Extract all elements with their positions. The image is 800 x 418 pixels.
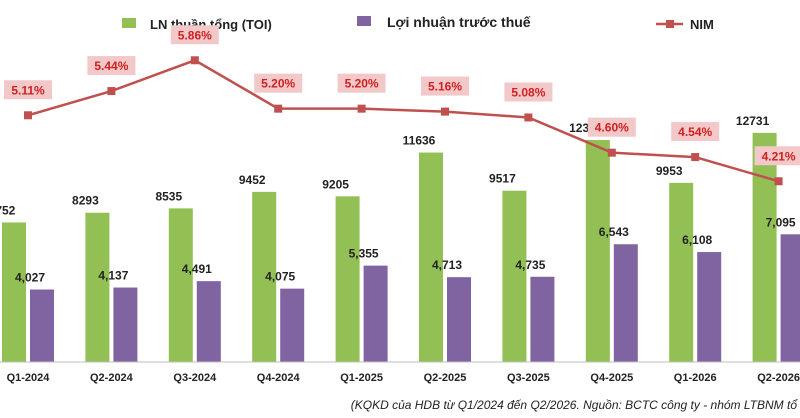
x-tick-label: Q3-2025	[507, 372, 550, 384]
bar-toi-label: 8535	[155, 189, 182, 203]
bar-pbt-label: 4,713	[432, 258, 462, 272]
legend-swatch-pbt	[357, 16, 371, 26]
bar-pbt-label: 4,491	[182, 262, 212, 276]
bar-pbt	[113, 287, 138, 362]
legend-marker-nim	[666, 20, 674, 28]
nim-label-box	[87, 56, 136, 76]
x-tick-label: Q2-2025	[424, 372, 467, 384]
nim-label-box	[671, 122, 720, 142]
bar-pbt-label: 5,355	[349, 247, 379, 261]
bar-toi	[252, 191, 277, 362]
nim-label-box	[754, 146, 800, 166]
bar-toi	[335, 196, 360, 362]
x-tick-label: Q1-2025	[340, 372, 383, 384]
nim-point	[274, 104, 283, 113]
nim-layer: 5.11% 5.44% 5.86% 5.20% 5.20% 5.16% 5.08% 4.60%…	[4, 25, 800, 186]
bar-toi-label: 9953	[656, 164, 683, 178]
bar-pbt-label: 6,543	[599, 225, 629, 239]
bars-layer: 7752 4,027 8293 4,137 8535 4,491 9452 4,075 9205…	[0, 114, 800, 362]
bar-pbt-label: 4,735	[515, 258, 545, 272]
bar-toi	[585, 139, 610, 362]
source-note: (KQKD của HDB từ Q1/2024 đến Q2/2026. Ng…	[351, 398, 799, 412]
legend-label-pbt: Lợi nhuận trước thuế	[387, 14, 531, 30]
nim-label-box	[504, 82, 553, 102]
x-axis: Q1-2024 Q2-2024 Q3-2024 Q4-2024 Q1-2025 Q2-20…	[0, 361, 800, 384]
bar-pbt	[363, 265, 388, 362]
bar-toi	[502, 190, 527, 362]
bar-pbt	[613, 244, 638, 362]
nim-point	[691, 153, 700, 162]
bar-toi-label: 11636	[403, 134, 436, 148]
nim-label: 5.20%	[261, 77, 295, 91]
bar-toi	[2, 222, 26, 362]
bar-toi-label: 12731	[736, 114, 770, 128]
bar-pbt	[447, 277, 471, 362]
nim-label: 5.08%	[511, 85, 545, 99]
nim-label-box	[421, 76, 469, 96]
nim-point	[441, 107, 449, 116]
nim-label-box	[337, 73, 386, 93]
legend-swatch-toi	[122, 18, 136, 28]
bar-toi	[669, 182, 694, 362]
legend: LN thuần tổng (TOI) Lợi nhuận trước thuế…	[122, 14, 714, 32]
bar-pbt	[30, 289, 54, 362]
bar-pbt	[196, 281, 221, 362]
nim-label: 5.16%	[428, 80, 462, 94]
nim-point	[107, 87, 116, 96]
bar-pbt-label: 7,095	[766, 215, 796, 229]
x-tick-label: Q2-2026	[757, 372, 800, 384]
bar-pbt-label: 6,108	[682, 233, 712, 247]
nim-label: 4.21%	[762, 149, 796, 163]
nim-label-box	[170, 25, 219, 45]
nim-label: 5.20%	[345, 77, 379, 91]
bar-pbt-label: 4,075	[265, 270, 295, 284]
bar-toi-label: 8293	[72, 194, 99, 208]
nim-point	[774, 177, 783, 186]
bar-toi-label: 9205	[322, 177, 349, 191]
nim-label-box	[4, 80, 52, 100]
bar-pbt-label: 4,027	[15, 271, 45, 285]
nim-label: 5.44%	[94, 59, 128, 73]
legend-label-nim: NIM	[690, 17, 714, 32]
bar-pbt	[530, 276, 555, 362]
bar-toi-label: 7752	[0, 203, 16, 217]
bar-toi	[85, 212, 110, 362]
nim-label: 5.11%	[11, 83, 45, 97]
x-tick-label: Q1-2024	[7, 372, 51, 384]
bar-toi	[168, 208, 193, 362]
nim-point	[357, 104, 366, 113]
bar-pbt-label: 4,137	[98, 269, 128, 283]
x-tick-label: Q1-2026	[674, 372, 717, 384]
x-tick-label: Q4-2024	[257, 372, 301, 384]
nim-point	[524, 113, 533, 122]
nim-label: 4.54%	[678, 125, 712, 139]
nim-label-box	[254, 73, 303, 93]
x-tick-label: Q2-2024	[90, 372, 134, 384]
x-tick-label: Q3-2024	[173, 372, 217, 384]
nim-label: 5.86%	[178, 28, 212, 42]
nim-point	[190, 56, 199, 65]
nim-label-box	[587, 117, 636, 137]
bar-pbt	[280, 288, 305, 362]
nim-point	[607, 148, 616, 157]
bar-toi	[419, 152, 443, 362]
nim-point	[24, 111, 32, 120]
nim-label: 4.60%	[595, 121, 629, 135]
nim-line	[27, 58, 779, 183]
bar-pbt	[780, 234, 800, 362]
bar-toi	[752, 132, 777, 362]
bar-pbt	[697, 252, 722, 362]
x-tick-label: Q4-2025	[590, 372, 633, 384]
bar-toi-label: 9452	[239, 173, 266, 187]
bar-toi-label: 9517	[489, 172, 516, 186]
